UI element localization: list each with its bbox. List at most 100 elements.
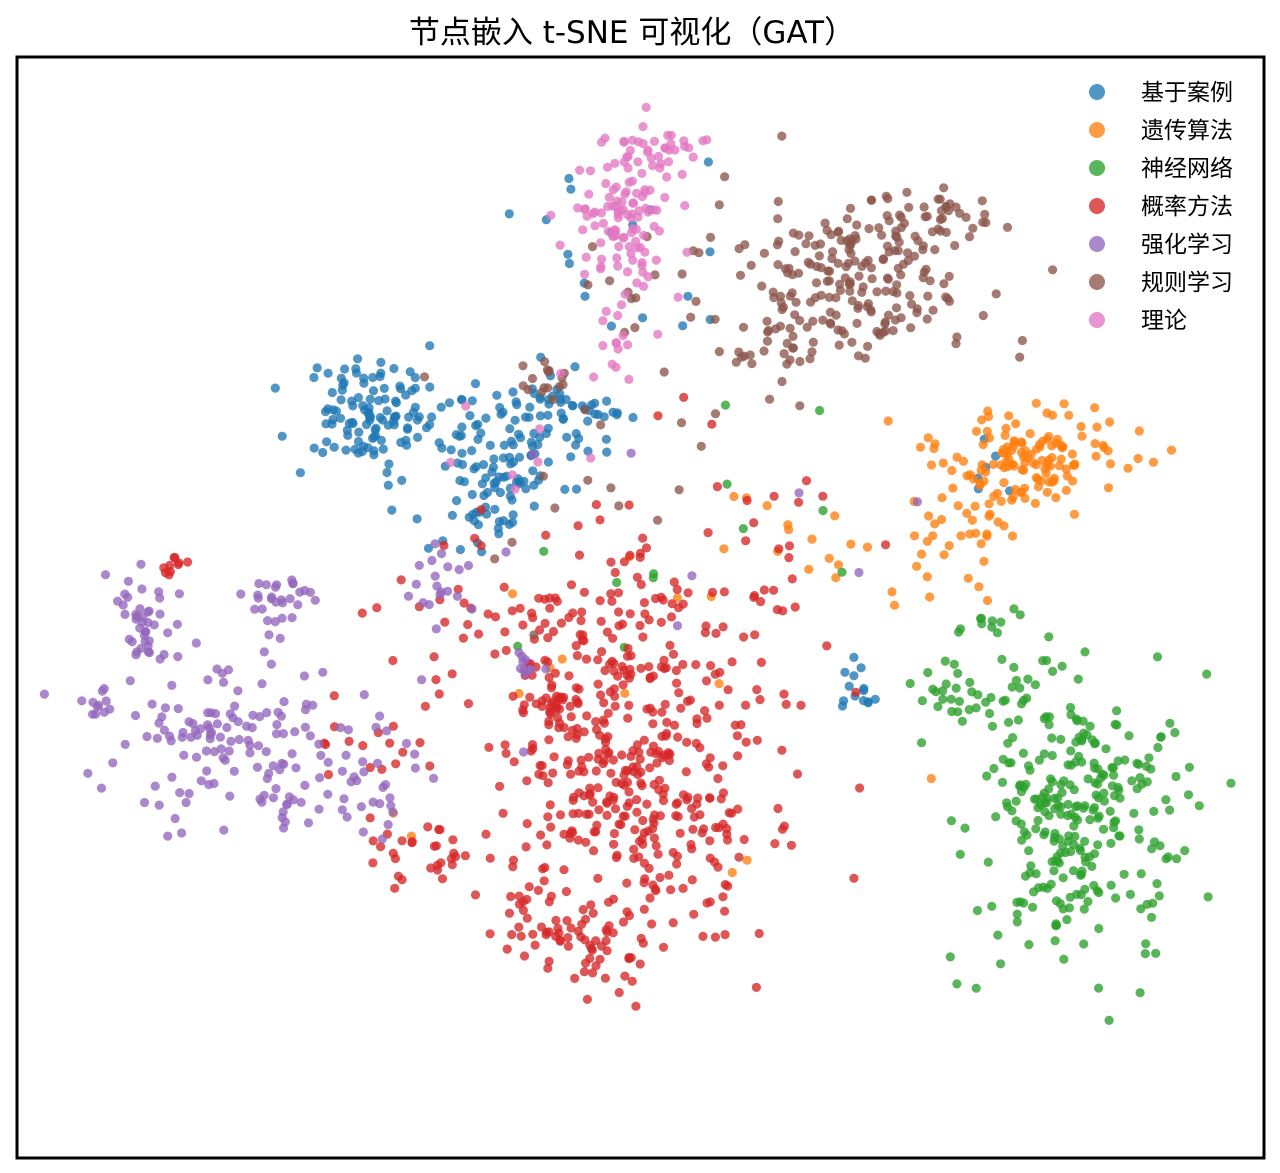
scatter-point xyxy=(632,278,642,288)
scatter-point xyxy=(640,874,650,884)
scatter-point xyxy=(613,261,623,271)
scatter-point xyxy=(757,281,767,291)
scatter-point xyxy=(659,663,670,674)
scatter-point xyxy=(143,617,153,628)
scatter-point xyxy=(384,459,394,469)
scatter-point xyxy=(1050,936,1060,946)
scatter-point xyxy=(773,196,783,207)
scatter-point xyxy=(510,484,520,494)
scatter-point xyxy=(620,688,630,699)
scatter-point xyxy=(770,839,780,849)
scatter-point xyxy=(617,661,627,672)
scatter-point xyxy=(542,840,552,850)
scatter-point xyxy=(604,192,614,202)
scatter-point xyxy=(597,647,607,657)
legend-marker xyxy=(1089,312,1105,328)
scatter-point xyxy=(579,727,589,737)
scatter-point xyxy=(582,994,593,1005)
scatter-point xyxy=(257,604,267,614)
scatter-point xyxy=(940,656,950,666)
scatter-point xyxy=(1025,429,1035,439)
scatter-point xyxy=(840,273,850,283)
scatter-point xyxy=(183,557,193,567)
scatter-point xyxy=(729,491,739,502)
scatter-point xyxy=(277,813,287,823)
scatter-point xyxy=(518,905,529,916)
scatter-point xyxy=(888,326,898,336)
scatter-point xyxy=(322,437,332,447)
scatter-point xyxy=(323,769,334,780)
scatter-point xyxy=(1170,728,1180,738)
scatter-point xyxy=(866,263,877,273)
scatter-point xyxy=(716,794,726,804)
scatter-point xyxy=(780,264,791,274)
scatter-point xyxy=(989,763,999,774)
scatter-point xyxy=(730,720,740,730)
scatter-point xyxy=(951,683,961,693)
scatter-point xyxy=(543,812,553,822)
scatter-point xyxy=(623,340,633,350)
scatter-point xyxy=(556,618,567,628)
scatter-point xyxy=(533,885,544,896)
scatter-point xyxy=(1104,1015,1114,1025)
scatter-point xyxy=(945,952,955,962)
scatter-point xyxy=(590,207,600,217)
scatter-point xyxy=(581,252,591,262)
scatter-point xyxy=(991,289,1001,299)
scatter-point xyxy=(701,621,711,631)
scatter-point xyxy=(971,528,981,538)
scatter-points xyxy=(39,102,1236,1025)
scatter-point xyxy=(518,620,528,630)
scatter-point xyxy=(618,917,629,927)
scatter-point xyxy=(956,531,966,541)
scatter-point xyxy=(558,380,568,390)
scatter-point xyxy=(1069,509,1079,519)
scatter-point xyxy=(315,773,325,783)
scatter-point xyxy=(443,562,453,572)
scatter-point xyxy=(167,680,177,691)
scatter-point xyxy=(648,707,658,717)
scatter-point xyxy=(652,205,662,215)
scatter-point xyxy=(837,326,847,336)
scatter-point xyxy=(638,267,648,277)
scatter-point xyxy=(548,626,559,637)
scatter-point xyxy=(487,467,497,477)
scatter-point xyxy=(285,594,295,604)
scatter-point xyxy=(1194,801,1204,811)
scatter-point xyxy=(130,710,141,721)
scatter-point xyxy=(152,733,162,744)
scatter-point xyxy=(1105,459,1116,469)
scatter-point xyxy=(1184,762,1194,772)
scatter-point xyxy=(388,848,398,858)
scatter-point xyxy=(139,797,150,808)
scatter-point xyxy=(372,758,383,769)
scatter-point xyxy=(557,654,567,664)
scatter-point xyxy=(983,857,993,867)
scatter-point xyxy=(309,443,319,453)
scatter-point xyxy=(1106,838,1116,849)
scatter-point xyxy=(941,679,951,689)
scatter-point xyxy=(397,836,407,846)
scatter-point xyxy=(802,322,812,332)
scatter-point xyxy=(467,446,477,456)
scatter-point xyxy=(1165,718,1175,728)
scatter-point xyxy=(1057,661,1067,671)
scatter-point xyxy=(925,276,935,286)
scatter-point xyxy=(566,923,576,933)
scatter-point xyxy=(229,766,239,776)
scatter-point xyxy=(1033,803,1043,813)
scatter-point xyxy=(640,187,650,198)
scatter-point xyxy=(1141,939,1151,949)
scatter-point xyxy=(414,560,424,571)
scatter-point xyxy=(653,849,663,859)
scatter-point xyxy=(691,660,701,670)
scatter-point xyxy=(446,445,456,455)
scatter-point xyxy=(1112,706,1122,716)
scatter-point xyxy=(481,829,491,839)
scatter-point xyxy=(601,306,611,316)
scatter-point xyxy=(1149,806,1159,817)
scatter-point xyxy=(850,256,860,266)
scatter-point xyxy=(611,182,621,192)
scatter-point xyxy=(851,687,861,697)
scatter-point xyxy=(786,840,797,850)
